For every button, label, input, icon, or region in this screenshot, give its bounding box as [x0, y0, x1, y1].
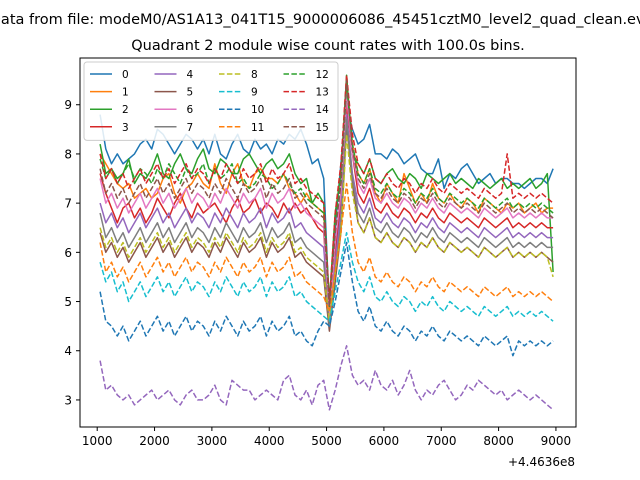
x-axis: 1000 2000 3000 4000 5000 6000 7000 8000 9000 — [82, 427, 571, 448]
y-tick-label: 5 — [64, 295, 72, 309]
series-line-14 — [99, 345, 554, 411]
x-tick-label: 6000 — [369, 434, 400, 448]
x-tick-label: 4000 — [254, 434, 285, 448]
plot-frame — [79, 57, 577, 428]
legend-label: 14 — [316, 104, 330, 116]
x-tick-label: 7000 — [426, 434, 457, 448]
legend-label: 12 — [316, 69, 329, 81]
legend-label: 4 — [187, 69, 194, 81]
legend-label: 0 — [122, 69, 129, 81]
legend-label: 2 — [122, 104, 129, 116]
series-line-12 — [99, 84, 554, 308]
x-tick-label: 1000 — [82, 434, 113, 448]
series-line-2 — [99, 74, 554, 303]
legend-label: 1 — [122, 87, 129, 99]
chart-title: Quadrant 2 module wise count rates with … — [131, 38, 525, 54]
figure-suptitle: Data from file: modeM0/AS1A13_041T15_900… — [0, 12, 640, 28]
legend-label: 13 — [316, 87, 329, 99]
series-line-13 — [99, 74, 554, 303]
y-axis: 3 4 5 6 7 8 9 — [64, 98, 80, 407]
series-line-10 — [99, 241, 554, 357]
plot-area — [99, 74, 554, 411]
x-tick-label: 2000 — [139, 434, 170, 448]
x-tick-label: 5000 — [311, 434, 342, 448]
y-tick-label: 8 — [64, 147, 72, 161]
series-line-11 — [99, 182, 554, 313]
y-tick-label: 3 — [64, 393, 72, 407]
legend-label: 9 — [251, 87, 258, 99]
legend-label: 11 — [251, 122, 264, 134]
x-tick-label: 3000 — [197, 434, 228, 448]
y-tick-label: 9 — [64, 98, 72, 112]
legend-label: 6 — [187, 104, 194, 116]
legend-label: 8 — [251, 69, 258, 81]
y-tick-label: 7 — [64, 197, 72, 211]
y-tick-label: 4 — [64, 344, 72, 358]
series-line-8 — [99, 133, 554, 322]
legend-label: 10 — [251, 104, 264, 116]
x-tick-label: 9000 — [541, 434, 572, 448]
legend-label: 15 — [316, 122, 329, 134]
series-line-4 — [99, 113, 554, 322]
legend-label: 5 — [187, 87, 194, 99]
series-line-7 — [99, 118, 554, 327]
y-tick-label: 6 — [64, 246, 72, 260]
x-tick-label: 8000 — [483, 434, 514, 448]
x-offset-label: +4.4636e8 — [508, 455, 575, 469]
legend-label: 3 — [122, 122, 129, 134]
legend-label: 7 — [187, 122, 194, 134]
legend-box — [83, 61, 339, 141]
series-line-9 — [99, 231, 554, 322]
series-line-15 — [99, 79, 554, 308]
